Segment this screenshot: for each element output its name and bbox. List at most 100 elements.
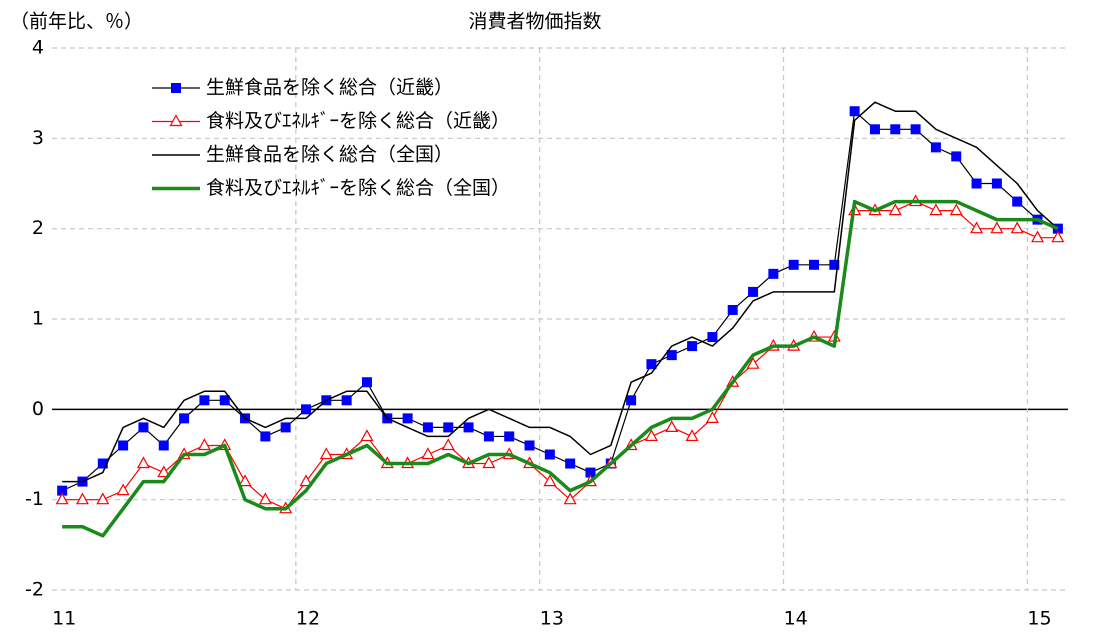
marker-square (138, 422, 149, 433)
series-line (61, 110, 1059, 492)
y-tick-label: -2 (25, 579, 44, 601)
y-tick-label: -1 (25, 488, 44, 510)
x-tick-label: 11 (52, 608, 76, 630)
marker-square (219, 395, 230, 406)
marker-square (422, 422, 433, 433)
marker-square (158, 440, 169, 451)
marker-triangle (563, 492, 577, 505)
legend-item: 生鮮食品を除く総合（全国） (152, 144, 453, 166)
marker-triangle (55, 492, 69, 505)
marker-square (930, 142, 941, 153)
marker-square (57, 485, 68, 496)
marker-triangle (169, 114, 183, 127)
legend-item: 食料及びｴﾈﾙｷﾞｰを除く総合（近畿） (152, 110, 510, 132)
marker-triangle (258, 492, 272, 505)
marker-square (829, 259, 840, 270)
marker-square (483, 431, 494, 442)
y-tick-label: 1 (32, 308, 44, 330)
marker-square (626, 395, 637, 406)
x-tick-label: 15 (1027, 608, 1051, 630)
marker-square (788, 259, 799, 270)
legend-label: 生鮮食品を除く総合（近畿） (206, 77, 453, 99)
series-1 (55, 194, 1065, 514)
marker-square (910, 124, 921, 135)
marker-square (869, 124, 880, 135)
legend-label: 食料及びｴﾈﾙｷﾞｰを除く総合（全国） (206, 177, 510, 199)
marker-triangle (543, 474, 557, 487)
marker-triangle (1051, 230, 1065, 243)
marker-triangle (197, 438, 211, 451)
legend-label: 食料及びｴﾈﾙｷﾞｰを除く総合（近畿） (206, 110, 510, 132)
marker-triangle (136, 456, 150, 469)
marker-square (199, 395, 210, 406)
marker-square (361, 377, 372, 388)
y-tick-label: 4 (32, 37, 44, 59)
legend-item: 生鮮食品を除く総合（近畿） (152, 77, 453, 99)
x-tick-label: 13 (540, 608, 564, 630)
marker-square (768, 268, 779, 279)
marker-square (809, 259, 819, 270)
marker-square (341, 395, 352, 406)
marker-triangle (157, 465, 171, 478)
marker-square (687, 341, 698, 352)
marker-square (260, 431, 271, 442)
marker-triangle (705, 411, 719, 423)
marker-triangle (949, 203, 963, 216)
marker-triangle (746, 356, 760, 369)
marker-square (280, 422, 291, 433)
marker-square (707, 332, 718, 343)
legend-label: 生鮮食品を除く総合（全国） (206, 144, 453, 166)
marker-square (463, 422, 474, 433)
y-tick-label: 0 (32, 398, 44, 420)
marker-square (504, 431, 515, 442)
marker-triangle (319, 447, 333, 460)
marker-triangle (116, 483, 130, 496)
marker-triangle (990, 221, 1004, 234)
marker-triangle (421, 447, 435, 460)
series-0 (57, 106, 1063, 496)
marker-triangle (441, 438, 455, 451)
marker-triangle (665, 420, 679, 432)
marker-square (971, 178, 982, 189)
y-tick-label: 3 (32, 127, 44, 149)
legend-item: 食料及びｴﾈﾙｷﾞｰを除く総合（全国） (152, 177, 510, 199)
marker-triangle (238, 474, 252, 487)
marker-square (443, 422, 454, 433)
chart-title: 消費者物価指数 (468, 11, 601, 33)
marker-square (171, 83, 181, 93)
marker-square (748, 286, 759, 297)
marker-square (301, 404, 311, 415)
marker-triangle (644, 429, 658, 442)
marker-triangle (888, 203, 902, 216)
marker-square (565, 458, 576, 469)
marker-triangle (929, 203, 943, 216)
marker-square (544, 449, 555, 460)
marker-square (118, 440, 129, 451)
marker-square (97, 458, 108, 469)
marker-square (179, 413, 190, 424)
marker-triangle (970, 221, 984, 234)
series-line (62, 199, 1059, 538)
marker-triangle (299, 474, 313, 487)
y-axis-label: （前年比、％） (10, 11, 143, 33)
marker-square (666, 350, 677, 361)
marker-square (585, 467, 596, 478)
x-tick-label: 14 (784, 608, 808, 630)
marker-triangle (96, 492, 110, 505)
y-tick-label: 2 (32, 217, 44, 239)
marker-triangle (360, 429, 374, 442)
marker-square (890, 124, 901, 135)
series-line (62, 101, 1059, 483)
marker-square (402, 413, 413, 424)
marker-square (524, 440, 535, 451)
marker-square (849, 106, 860, 117)
marker-triangle (1010, 221, 1024, 234)
marker-triangle (75, 492, 89, 505)
x-tick-label: 12 (296, 608, 320, 630)
series-line (62, 200, 1058, 510)
marker-square (1012, 196, 1023, 207)
series-3 (62, 199, 1059, 538)
marker-square (727, 304, 738, 315)
series-2 (62, 101, 1059, 483)
